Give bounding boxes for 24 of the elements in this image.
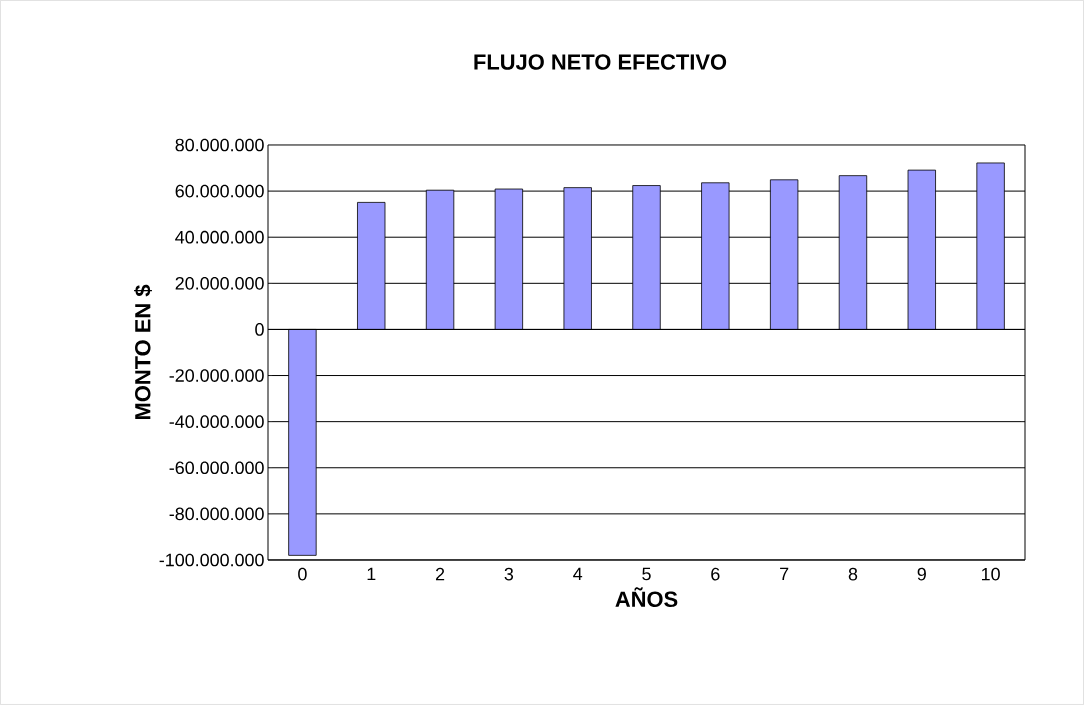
y-tick-label: -60.000.000 [169,461,264,475]
y-tick-label: 60.000.000 [175,184,264,198]
y-axis-title: MONTO EN $ [134,284,152,420]
y-tick-label: -40.000.000 [169,415,264,428]
y-tick-label: 20.000.000 [175,276,264,290]
x-axis-title: AÑOS [615,587,678,608]
y-tick-label: 40.000.000 [175,230,264,244]
x-tick-label: 7 [780,567,789,581]
y-tick-label: 80.000.000 [175,138,264,152]
x-tick-label: 2 [435,567,445,581]
x-tick-label: 1 [367,567,376,581]
chart-title: FLUJO NETO EFECTIVO [474,54,727,70]
x-tick-label: 3 [504,567,514,581]
y-tick-label: -80.000.000 [169,507,264,521]
x-tick-label: 0 [298,567,307,581]
y-tick-label: -20.000.000 [169,369,264,382]
x-tick-label: 8 [848,567,858,581]
x-tick-label: 10 [981,567,1000,581]
x-tick-label: 9 [917,567,926,581]
y-tick-label: -100.000.000 [159,553,264,567]
x-tick-label: 6 [711,567,720,581]
y-tick-label: 0 [255,323,264,336]
x-tick-label: 5 [642,567,651,581]
x-tick-label: 4 [573,567,583,581]
